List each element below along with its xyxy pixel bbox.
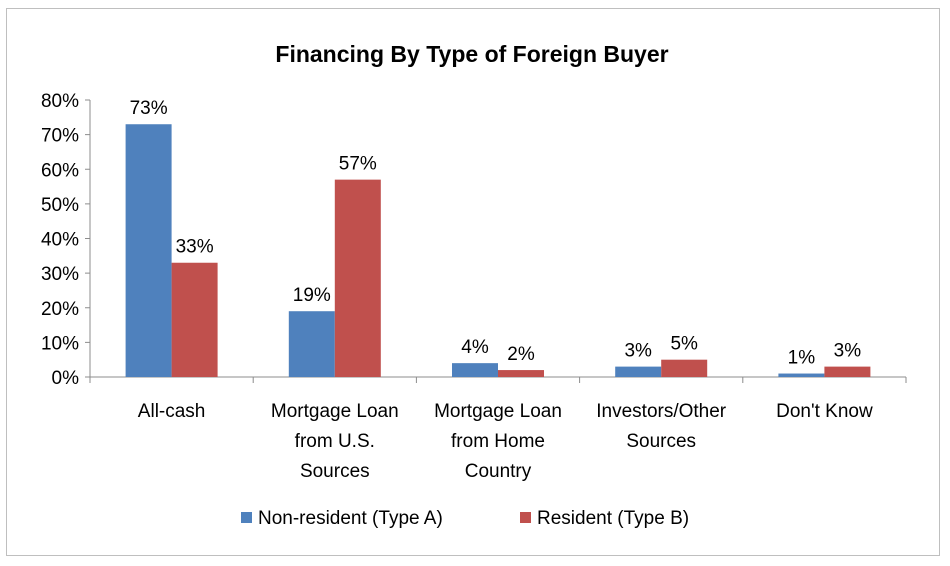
data-label: 4%	[461, 337, 489, 358]
y-tick-label: 70%	[41, 126, 79, 147]
legend-swatch	[241, 512, 252, 523]
y-tick-label: 60%	[41, 160, 79, 181]
x-category-label: from U.S.	[295, 431, 375, 452]
data-label: 2%	[507, 344, 535, 365]
data-label: 33%	[176, 237, 214, 258]
bar	[171, 262, 218, 377]
y-tick-label: 0%	[52, 368, 80, 389]
bars	[125, 124, 871, 377]
x-category-label: Mortgage Loan	[434, 401, 562, 422]
y-tick-label: 50%	[41, 195, 79, 216]
bar	[452, 363, 498, 377]
data-label: 19%	[293, 285, 331, 306]
data-label: 3%	[834, 341, 862, 362]
x-category-label: Mortgage Loan	[271, 401, 399, 422]
x-category-label: from Home	[451, 431, 545, 452]
data-label: 57%	[339, 154, 377, 175]
bar	[334, 179, 381, 377]
bar	[778, 373, 825, 377]
chart-title: Financing By Type of Foreign Buyer	[275, 41, 668, 67]
data-label: 3%	[624, 341, 652, 362]
y-tick-label: 20%	[41, 299, 79, 320]
legend-swatch	[520, 512, 531, 523]
y-tick-label: 40%	[41, 230, 79, 251]
y-tick-label: 30%	[41, 264, 79, 285]
legend-label: Non-resident (Type A)	[258, 508, 443, 529]
x-category-label: Investors/Other	[596, 401, 727, 422]
x-category-label: Sources	[626, 431, 696, 452]
bar	[661, 359, 708, 377]
legend-label: Resident (Type B)	[537, 508, 689, 529]
data-labels: 73% 33% 19% 57% 4% 2% 3% 5% 1% 3%	[130, 98, 862, 368]
bar	[824, 366, 871, 377]
x-category-label: Don't Know	[776, 401, 873, 422]
y-tick-label: 80%	[41, 91, 79, 112]
data-label: 5%	[670, 334, 698, 355]
x-category-label: All-cash	[138, 401, 206, 422]
legend: Non-resident (Type A) Resident (Type B)	[241, 508, 689, 529]
bar	[498, 370, 544, 377]
category-labels: All-cash Mortgage Loan from U.S. Sources Mor…	[138, 401, 873, 482]
bar	[288, 311, 335, 377]
bar	[615, 366, 662, 377]
data-label: 73%	[130, 98, 168, 119]
y-tick-label: 10%	[41, 333, 79, 354]
bar	[125, 124, 172, 377]
x-category-label: Country	[465, 461, 532, 482]
axes: 0% 10% 20% 30% 40% 50% 60% 70% 80%	[41, 91, 907, 389]
data-label: 1%	[788, 348, 816, 369]
x-category-label: Sources	[300, 461, 370, 482]
